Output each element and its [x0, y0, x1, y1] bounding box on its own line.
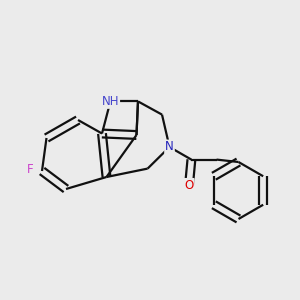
Text: N: N: [165, 140, 174, 154]
Text: O: O: [184, 179, 194, 192]
Text: F: F: [27, 163, 34, 176]
Text: NH: NH: [102, 95, 119, 108]
